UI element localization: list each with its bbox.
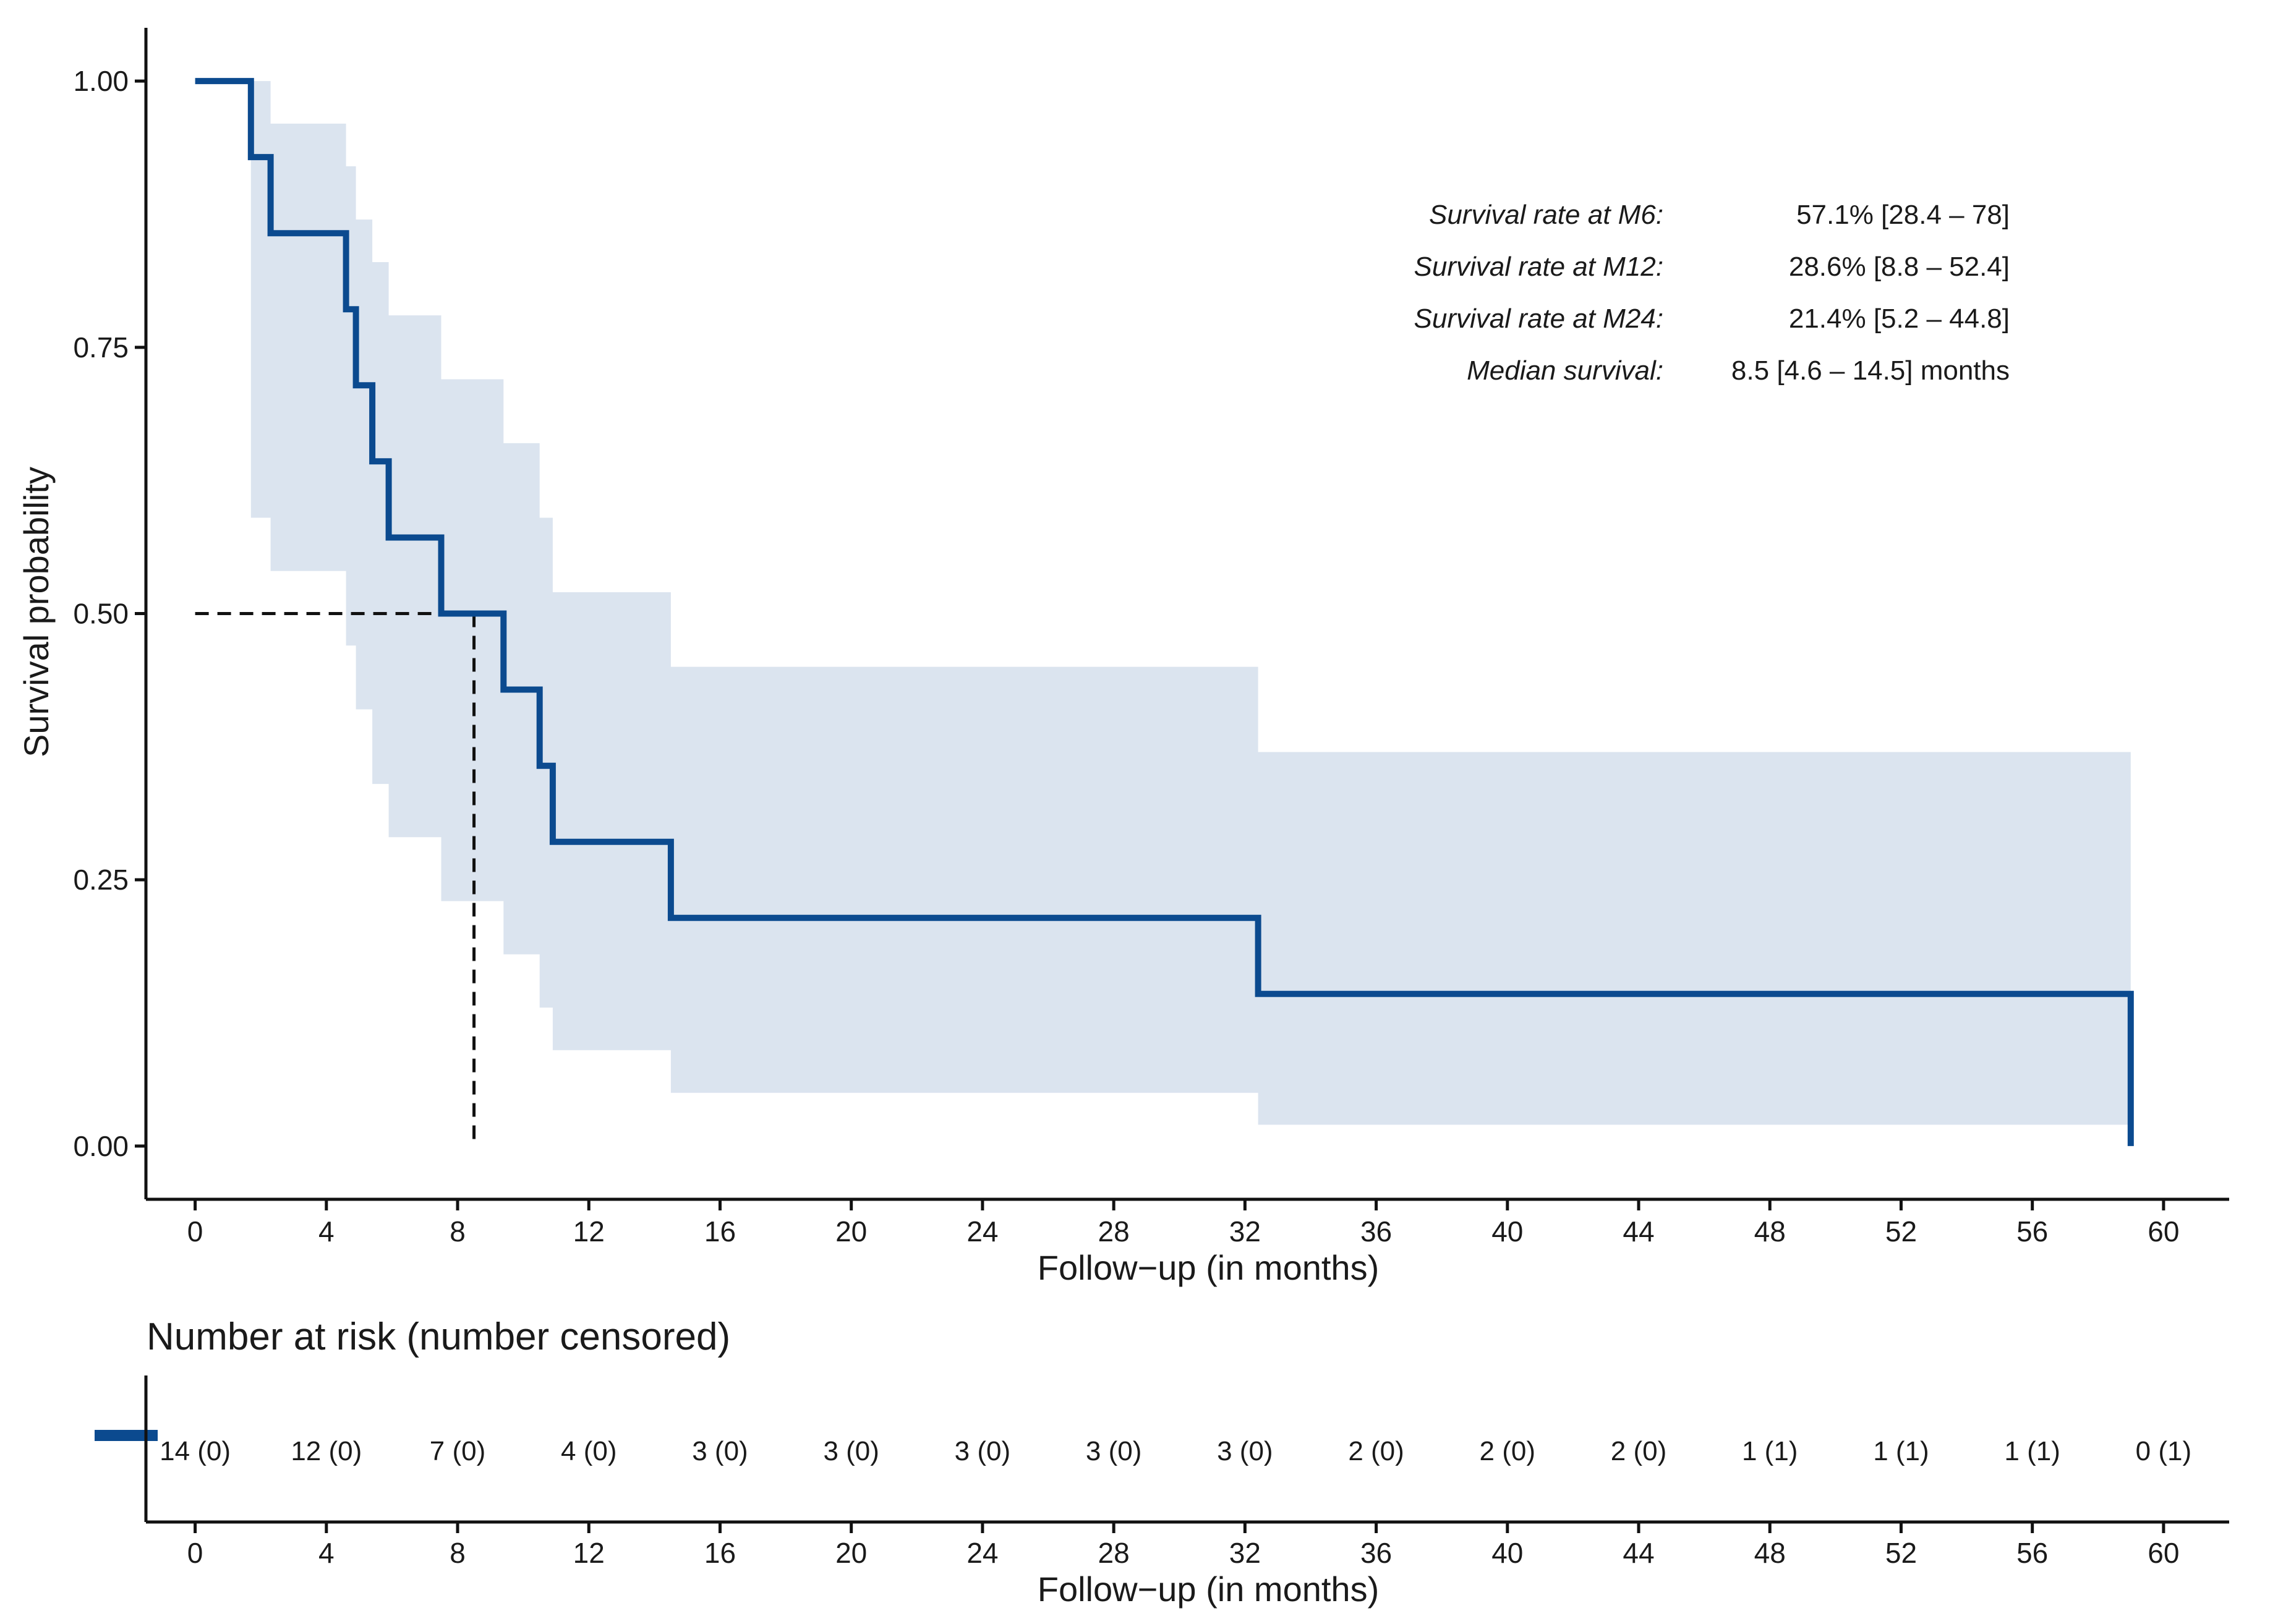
survival-plot: 0.000.250.500.751.000 4 8 12 16 20 24 28 32 36 40 4… <box>17 28 2229 1287</box>
risk-count-label: 2 (0) <box>1480 1436 1535 1466</box>
stat-label: Survival rate at M12: <box>1414 252 1664 282</box>
x-tick-label: 4 <box>318 1215 335 1248</box>
risk-count-label: 0 (1) <box>2136 1436 2191 1466</box>
risk-count-label: 3 (0) <box>823 1436 879 1466</box>
x-tick-label: 52 <box>1885 1215 1917 1248</box>
x-tick-label: 8 <box>450 1215 466 1248</box>
risk-table-axes: 0 4 8 12 16 20 24 28 32 36 40 44 48 52 56 60 <box>144 1375 2229 1569</box>
risk-count-label: 3 (0) <box>1217 1436 1273 1466</box>
risk-count-label: 1 (1) <box>2004 1436 2060 1466</box>
risk-table-title: Number at risk (number censored) <box>147 1316 730 1358</box>
confidence-band-layer <box>195 81 2131 1125</box>
risk-count-label: 2 (0) <box>1348 1436 1404 1466</box>
risk-x-tick-label: 0 <box>187 1537 203 1569</box>
risk-x-tick-label: 52 <box>1885 1537 1917 1569</box>
risk-table: Number at risk (number censored) 0 4 8 12 16… <box>95 1316 2229 1609</box>
y-tick-label: 0.00 <box>73 1130 129 1162</box>
y-tick-label: 0.75 <box>73 331 129 363</box>
risk-count-label: 3 (0) <box>692 1436 748 1466</box>
stat-label: Survival rate at M24: <box>1414 304 1664 334</box>
confidence-band <box>195 81 2131 1125</box>
y-tick-label: 0.50 <box>73 598 129 630</box>
risk-count-label: 7 (0) <box>430 1436 485 1466</box>
risk-count-label: 3 (0) <box>1086 1436 1141 1466</box>
stat-label: Survival rate at M6: <box>1429 200 1663 230</box>
risk-x-tick-label: 16 <box>704 1537 736 1569</box>
x-tick-label: 32 <box>1229 1215 1261 1248</box>
risk-count-label: 14 (0) <box>160 1436 231 1466</box>
survival-curve <box>195 78 2134 1146</box>
median-guides <box>195 612 476 1146</box>
stat-value: 21.4% [5.2 – 44.8] <box>1789 304 2010 334</box>
survival-curve-layer <box>195 78 2134 1146</box>
x-tick-label: 12 <box>573 1215 605 1248</box>
risk-x-tick-label: 60 <box>2148 1537 2179 1569</box>
risk-x-tick-label: 4 <box>318 1537 335 1569</box>
x-tick-label: 48 <box>1754 1215 1786 1248</box>
risk-table-labels: 14 (0) 12 (0) 7 (0) 4 (0) 3 (0) 3 (0) 3 (0) 3 (… <box>160 1436 2191 1466</box>
x-tick-label: 20 <box>835 1215 867 1248</box>
risk-count-label: 12 (0) <box>291 1436 362 1466</box>
risk-x-tick-label: 24 <box>966 1537 998 1569</box>
x-tick-label: 16 <box>704 1215 736 1248</box>
x-tick-label: 24 <box>966 1215 998 1248</box>
risk-x-tick-label: 28 <box>1098 1537 1130 1569</box>
stat-label: Median survival: <box>1467 355 1663 386</box>
risk-x-tick-label: 20 <box>835 1537 867 1569</box>
x-tick-label: 60 <box>2148 1215 2179 1248</box>
y-axis-title: Survival probability <box>17 467 56 757</box>
x-tick-label: 36 <box>1360 1215 1392 1248</box>
risk-x-axis-title: Follow−up (in months) <box>1038 1570 1379 1609</box>
y-tick-label: 0.25 <box>73 864 129 896</box>
risk-count-label: 4 (0) <box>561 1436 616 1466</box>
risk-count-label: 1 (1) <box>1873 1436 1929 1466</box>
risk-x-tick-label: 12 <box>573 1537 605 1569</box>
x-tick-label: 40 <box>1491 1215 1523 1248</box>
risk-x-tick-label: 44 <box>1623 1537 1654 1569</box>
x-tick-label: 0 <box>187 1215 203 1248</box>
x-tick-label: 28 <box>1098 1215 1130 1248</box>
survival-stats-annotation: Survival rate at M6: 57.1% [28.4 – 78] Sur… <box>1414 200 2010 386</box>
x-tick-label: 56 <box>2016 1215 2048 1248</box>
risk-x-tick-label: 40 <box>1491 1537 1523 1569</box>
main-axes: 0.000.250.500.751.000 4 8 12 16 20 24 28 32 36 40 4… <box>73 28 2229 1248</box>
risk-x-tick-label: 56 <box>2016 1537 2048 1569</box>
risk-x-tick-label: 48 <box>1754 1537 1786 1569</box>
x-tick-label: 44 <box>1623 1215 1654 1248</box>
risk-x-tick-label: 8 <box>450 1537 466 1569</box>
x-axis-title: Follow−up (in months) <box>1038 1248 1379 1287</box>
risk-count-label: 1 (1) <box>1742 1436 1798 1466</box>
stat-value: 28.6% [8.8 – 52.4] <box>1789 252 2010 282</box>
y-tick-label: 1.00 <box>73 65 129 97</box>
risk-count-label: 2 (0) <box>1611 1436 1666 1466</box>
risk-x-tick-label: 32 <box>1229 1537 1261 1569</box>
stat-value: 57.1% [28.4 – 78] <box>1796 200 2010 230</box>
risk-x-tick-label: 36 <box>1360 1537 1392 1569</box>
stat-value: 8.5 [4.6 – 14.5] months <box>1731 355 2010 386</box>
risk-count-label: 3 (0) <box>955 1436 1010 1466</box>
